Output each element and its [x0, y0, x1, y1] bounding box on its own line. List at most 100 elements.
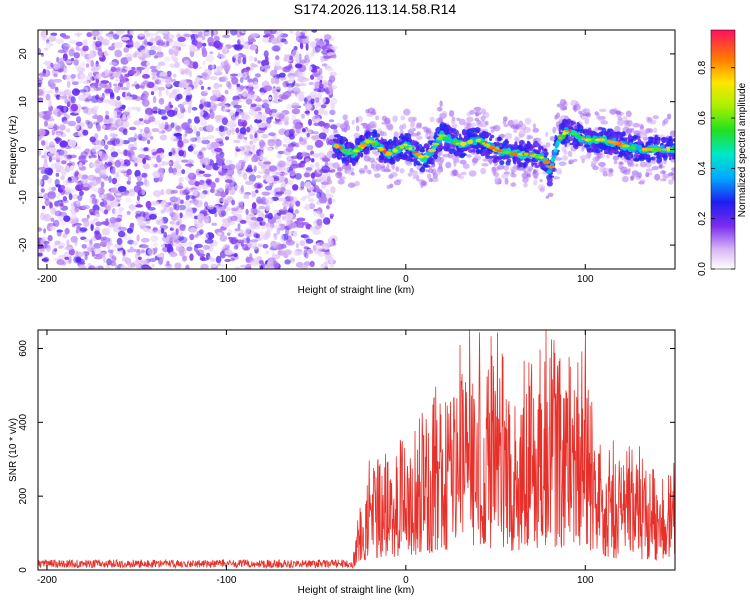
noise-blob	[230, 30, 238, 36]
noise-blob	[198, 31, 203, 38]
noise-blob	[115, 30, 124, 36]
noise-blob	[264, 230, 270, 239]
noise-blob	[77, 172, 83, 179]
halo-blob	[342, 114, 348, 121]
band-blob	[653, 153, 660, 156]
noise-blob	[77, 66, 84, 74]
noise-blob	[260, 64, 264, 70]
ridge-peak	[509, 152, 516, 156]
noise-blob	[66, 180, 73, 184]
noise-blob	[107, 161, 113, 167]
noise-blob	[224, 249, 233, 256]
noise-blob	[67, 188, 77, 194]
noise-blob	[136, 234, 140, 242]
noise-blob	[313, 109, 319, 116]
noise-blob	[199, 256, 206, 261]
noise-blob	[231, 199, 236, 206]
noise-blob	[315, 161, 320, 168]
noise-blob	[251, 190, 257, 198]
noise-blob	[98, 171, 108, 179]
noise-blob	[231, 127, 235, 135]
band-blob	[391, 140, 395, 146]
noise-blob	[312, 131, 319, 135]
noise-blob	[265, 185, 273, 191]
noise-blob	[313, 100, 321, 108]
noise-blob	[290, 141, 297, 147]
band-blob	[564, 139, 571, 144]
noise-blob	[113, 208, 119, 217]
band-blob	[416, 163, 423, 166]
noise-blob	[268, 110, 273, 116]
noise-blob	[325, 67, 334, 72]
halo-blob	[428, 168, 434, 174]
noise-blob	[109, 156, 113, 162]
ridge-peak	[576, 136, 585, 139]
noise-blob	[250, 259, 259, 267]
band-blob	[505, 141, 510, 145]
noise-blob	[210, 95, 219, 102]
ridge-peak	[594, 138, 602, 142]
noise-blob	[50, 32, 58, 36]
noise-blob	[253, 165, 257, 173]
noise-blob	[234, 266, 241, 269]
noise-blob	[111, 177, 118, 185]
noise-blob	[243, 194, 247, 200]
noise-blob	[295, 200, 301, 207]
noise-blob	[242, 121, 246, 129]
halo-blob	[494, 179, 500, 183]
noise-blob	[115, 264, 119, 269]
noise-blob	[285, 239, 295, 246]
noise-blob	[38, 244, 44, 249]
halo-blob	[408, 128, 416, 133]
noise-blob	[105, 110, 109, 116]
noise-blob	[48, 155, 52, 163]
noise-blob	[283, 166, 290, 172]
noise-blob	[57, 49, 66, 54]
halo-blob	[572, 158, 578, 162]
noise-blob	[234, 184, 240, 190]
noise-blob	[63, 106, 67, 113]
noise-blob	[50, 207, 55, 215]
noise-blob	[117, 230, 126, 238]
noise-blob	[301, 153, 309, 157]
noise-blob	[230, 215, 238, 222]
band-blob	[403, 151, 408, 158]
noise-blob	[245, 43, 249, 48]
halo-blob	[597, 117, 605, 122]
noise-blob	[217, 65, 223, 72]
noise-blob	[38, 227, 43, 232]
band-blob	[360, 134, 363, 141]
noise-blob	[98, 251, 106, 258]
noise-blob	[221, 75, 228, 83]
noise-blob	[74, 206, 80, 213]
noise-blob	[158, 97, 165, 105]
halo-blob	[619, 161, 623, 165]
noise-blob	[172, 212, 181, 221]
noise-blob	[243, 228, 251, 234]
noise-blob	[41, 155, 46, 159]
noise-blob	[49, 147, 57, 154]
y-tick-label: -20	[18, 237, 29, 252]
noise-blob	[203, 216, 210, 224]
noise-blob	[108, 175, 112, 184]
noise-blob	[53, 62, 61, 70]
noise-blob	[118, 210, 123, 215]
noise-blob	[120, 87, 130, 91]
noise-blob	[304, 62, 309, 66]
halo-blob	[584, 117, 590, 125]
noise-blob	[241, 72, 248, 80]
noise-blob	[104, 193, 113, 200]
noise-blob	[119, 83, 124, 88]
noise-blob	[308, 81, 315, 86]
noise-blob	[229, 111, 234, 116]
halo-blob	[460, 171, 467, 176]
noise-blob	[147, 139, 151, 145]
halo-blob	[513, 128, 518, 134]
halo-blob	[382, 131, 387, 137]
noise-blob	[251, 155, 256, 163]
noise-blob	[261, 134, 269, 139]
noise-blob	[229, 73, 239, 77]
noise-blob	[146, 81, 155, 89]
noise-blob	[265, 175, 275, 184]
